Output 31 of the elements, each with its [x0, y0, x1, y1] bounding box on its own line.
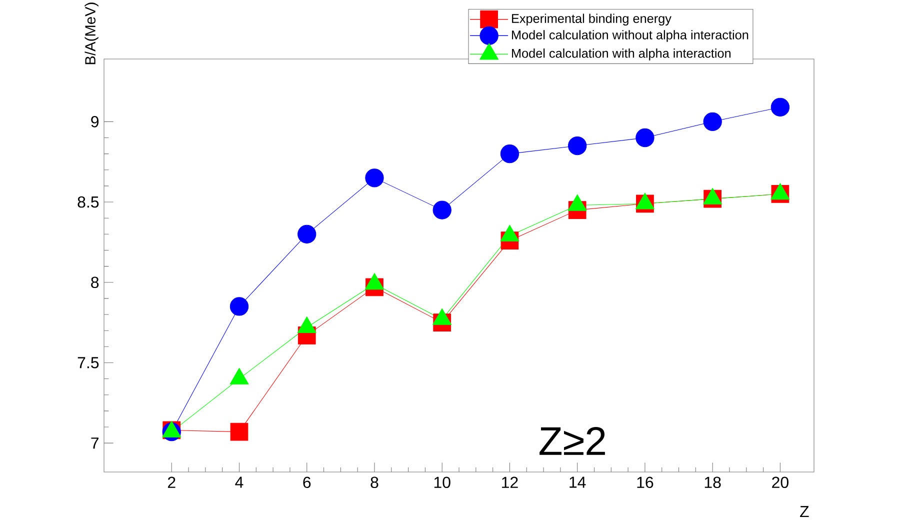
point [298, 224, 316, 244]
y-tick-label: 8 [91, 276, 99, 288]
annotation: Z≥2 [540, 426, 605, 455]
legend-label: Experimental binding energy [512, 14, 672, 26]
point [432, 200, 452, 220]
x-tick-label: 14 [570, 476, 586, 488]
x-tick-label: 6 [303, 476, 311, 488]
x-axis-title: Z [800, 506, 809, 518]
x-tick-label: 16 [637, 476, 654, 488]
x-tick-label: 4 [235, 476, 244, 488]
point [568, 136, 587, 156]
point [703, 112, 722, 132]
x-tick-label: 20 [772, 476, 788, 488]
x-tick-label: 8 [370, 476, 378, 488]
y-axis-title: B/A(MeV) [84, 2, 98, 64]
point [230, 297, 249, 316]
x-tick-label: 10 [434, 476, 450, 488]
point [365, 168, 384, 188]
x-tick-label: 2 [168, 476, 176, 488]
legend-label: Model calculation with alpha interaction [512, 48, 730, 60]
x-tick-label: 18 [704, 476, 721, 488]
point [500, 144, 520, 164]
y-tick-label: 9 [91, 116, 99, 128]
y-tick-label: 7 [91, 438, 98, 449]
x-tick-label: 12 [502, 476, 518, 488]
point [230, 422, 248, 441]
point [770, 98, 790, 117]
y-tick-label: 8.5 [78, 196, 99, 208]
y-tick-label: 7.5 [78, 357, 99, 368]
point [636, 128, 654, 148]
legend-label: Model calculation without alpha interaction [512, 30, 748, 42]
